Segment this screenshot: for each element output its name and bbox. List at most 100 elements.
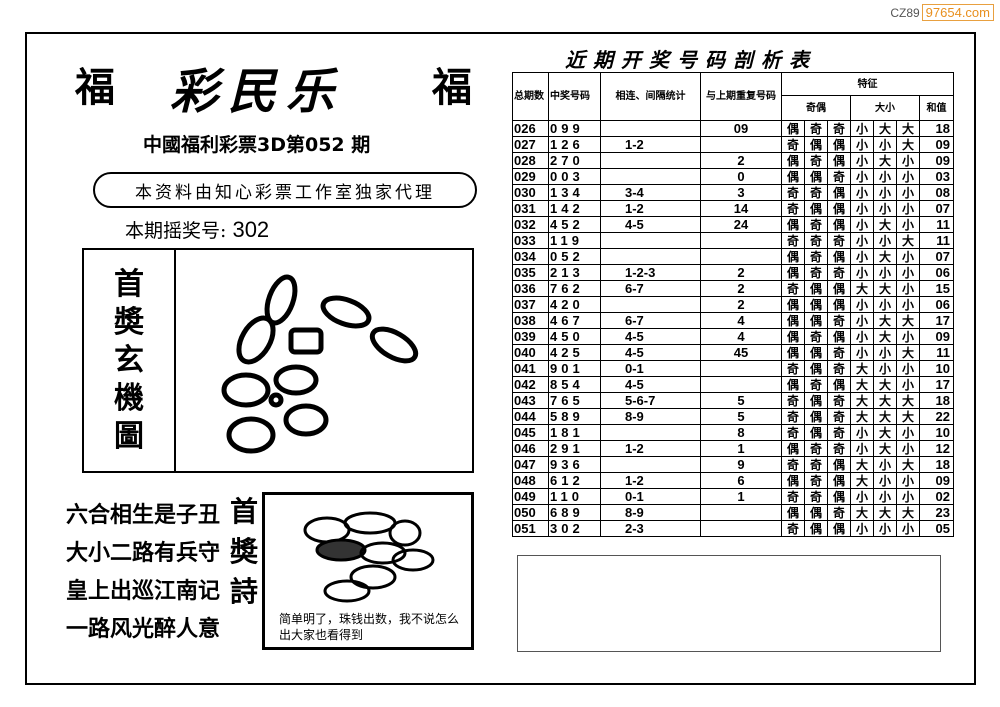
parity-cell: 偶 [781,440,805,457]
poem-line: 六合相生是子丑 [66,503,221,528]
number-cell: 181 [548,424,601,441]
sum-cell: 02 [919,488,954,505]
parity-cell: 偶 [804,168,828,185]
size-cell: 小 [850,328,874,345]
size-cell: 小 [873,344,897,361]
number-cell: 126 [548,136,601,153]
parity-cell: 奇 [804,120,828,137]
repeat-cell: 9 [700,456,782,473]
consecutive-cell: 8-9 [600,408,701,425]
size-cell: 小 [896,488,920,505]
parity-cell: 奇 [781,456,805,473]
repeat-cell: 6 [700,472,782,489]
period-cell: 034 [512,248,549,265]
watermark-domain: 97654.com [921,4,994,21]
size-cell: 大 [873,504,897,521]
size-cell: 小 [896,248,920,265]
size-cell: 小 [896,280,920,297]
parity-cell: 偶 [804,344,828,361]
number-cell: 302 [548,520,601,537]
size-cell: 大 [850,376,874,393]
size-cell: 小 [896,200,920,217]
repeat-cell [700,504,782,521]
number-cell: 099 [548,120,601,137]
size-cell: 大 [896,120,920,137]
size-cell: 大 [873,248,897,265]
size-cell: 大 [896,312,920,329]
parity-cell: 偶 [804,360,828,377]
table-row: 033 119 奇奇奇小小大 11 [512,232,954,249]
size-cell: 大 [873,280,897,297]
parity-cell: 奇 [827,360,851,377]
parity-cell: 偶 [781,296,805,313]
size-cell: 小 [873,488,897,505]
period-cell: 030 [512,184,549,201]
period-cell: 035 [512,264,549,281]
page-frame [25,32,976,685]
size-cell: 小 [850,152,874,169]
label-char: 圖 [114,418,144,454]
table-row: 051 302 2-3 奇偶偶小小小 05 [512,520,954,537]
repeat-cell: 2 [700,296,782,313]
period-cell: 051 [512,520,549,537]
header-size: 大小 [850,95,920,121]
parity-cell: 偶 [827,472,851,489]
table-row: 040 425 4-5 45 偶偶奇小小大 11 [512,344,954,361]
number-cell: 110 [548,488,601,505]
number-cell: 119 [548,232,601,249]
parity-cell: 偶 [781,264,805,281]
number-cell: 270 [548,152,601,169]
table-row: 043 765 5-6-7 5 奇偶奇大大大 18 [512,392,954,409]
size-cell: 小 [873,232,897,249]
sum-cell: 23 [919,504,954,521]
size-cell: 大 [850,360,874,377]
repeat-cell [700,360,782,377]
parity-cell: 奇 [781,392,805,409]
sum-cell: 18 [919,120,954,137]
label-char: 機 [114,380,144,416]
parity-cell: 奇 [781,360,805,377]
table-row: 041 901 0-1 奇偶奇大小小 10 [512,360,954,377]
beads-illustration [303,511,435,603]
period-cell: 029 [512,168,549,185]
parity-cell: 奇 [804,232,828,249]
size-cell: 大 [873,312,897,329]
empty-notes-box [517,555,941,652]
parity-cell: 偶 [804,520,828,537]
header-features: 特征 [781,72,954,96]
sum-cell: 18 [919,392,954,409]
parity-cell: 奇 [781,232,805,249]
parity-cell: 奇 [827,424,851,441]
table-row: 026 099 09 偶奇奇小大大 18 [512,120,954,137]
number-cell: 901 [548,360,601,377]
size-cell: 大 [896,344,920,361]
label-char: 首 [114,266,144,302]
table-row: 044 589 8-9 5 奇偶奇大大大 22 [512,408,954,425]
consecutive-cell: 1-2 [600,200,701,217]
table-row: 034 052 偶奇偶小大小 07 [512,248,954,265]
sum-cell: 06 [919,264,954,281]
size-cell: 小 [873,264,897,281]
consecutive-cell [600,232,701,249]
label-char: 奬 [114,304,144,340]
table-row: 048 612 1-2 6 偶奇偶大小小 09 [512,472,954,489]
parity-cell: 奇 [827,408,851,425]
period-cell: 039 [512,328,549,345]
fu-right: 福 [432,64,472,111]
repeat-cell [700,136,782,153]
parity-cell: 偶 [781,168,805,185]
consecutive-cell: 1-2-3 [600,264,701,281]
size-cell: 小 [873,200,897,217]
sum-cell: 03 [919,168,954,185]
size-cell: 小 [896,360,920,377]
parity-cell: 偶 [827,488,851,505]
size-cell: 大 [873,440,897,457]
parity-cell: 奇 [827,168,851,185]
period-cell: 027 [512,136,549,153]
consecutive-cell [600,168,701,185]
size-cell: 大 [896,392,920,409]
size-cell: 小 [850,216,874,233]
parity-cell: 偶 [827,152,851,169]
period-cell: 050 [512,504,549,521]
repeat-cell: 0 [700,168,782,185]
